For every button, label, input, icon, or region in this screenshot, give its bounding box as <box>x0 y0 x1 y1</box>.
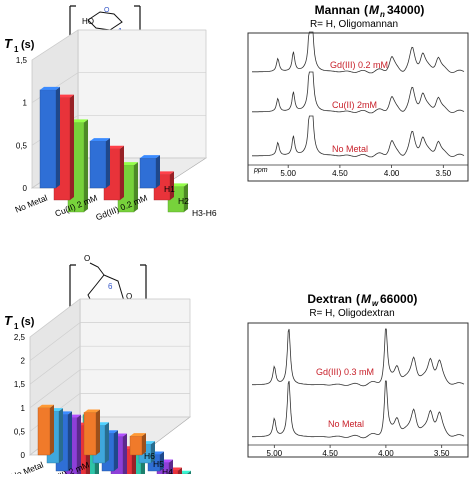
mannan-trace-label-gd: Gd(III) 0.2 mM <box>330 60 388 70</box>
dextran-title-num: 66000) <box>380 292 417 306</box>
x-tick-label: 4.00 <box>384 169 400 178</box>
y-tick-label: 1 <box>21 404 26 413</box>
structure-oh-label: HO <box>82 17 94 26</box>
structure-ring-atom: O <box>104 7 110 14</box>
chart2-ylabel-t: T <box>4 313 13 328</box>
mannan-title-num: 34000) <box>387 3 424 17</box>
dextran-nmr-svg: Dextran ( M w 66000) R= H, Oligodextran … <box>242 245 474 474</box>
y-tick-label: 2,5 <box>14 333 26 342</box>
bar-h6-0 <box>38 405 54 455</box>
y-tick-label: 0 <box>21 451 26 460</box>
y-tick-label: 1 <box>23 99 28 108</box>
mannan-nmr-panel: Mannan ( M n 34000) R= H, Oligomannan pp… <box>242 0 474 245</box>
mannan-trace-label-cu: Cu(II) 2mM <box>332 100 377 110</box>
structure-o-top: O <box>84 254 90 263</box>
x-tick-label: 5.00 <box>267 449 283 458</box>
chart2-ylabel-unit: (s) <box>21 316 35 328</box>
series-depth-label: H6 <box>144 451 155 461</box>
chart1-ylabel-sub: 1 <box>14 45 19 54</box>
mannan-title-main: Mannan <box>315 3 360 17</box>
x-tick-label: 3.50 <box>436 169 452 178</box>
chart2-ylabel-sub: 1 <box>14 322 19 331</box>
y-tick-label: 1,5 <box>16 56 28 65</box>
dextran-t1-bar-chart: O 6 RO OH O 1 n T 1 (s) 00,511,522,5No M… <box>0 245 240 474</box>
x-tick-label: 4.50 <box>322 449 338 458</box>
dextran-trace-label-nometal: No Metal <box>328 419 364 429</box>
series-depth-label: H1 <box>164 184 175 194</box>
category-label: No Metal <box>13 193 48 215</box>
mannan-subtitle: R= H, Oligomannan <box>310 19 398 30</box>
y-tick-label: 0,5 <box>14 427 26 436</box>
mannan-title-m: M <box>369 3 380 17</box>
series-depth-label: H2 <box>178 196 189 206</box>
dextran-nmr-panel: Dextran ( M w 66000) R= H, Oligodextran … <box>242 245 474 474</box>
dextran-title-m: M <box>361 292 372 306</box>
x-tick-label: 3.50 <box>434 449 450 458</box>
bar-h1-0 <box>40 87 60 188</box>
back-wall <box>80 299 190 417</box>
x-tick-label: 4.00 <box>378 449 394 458</box>
series-depth-label: H3-H6 <box>192 208 217 218</box>
y-tick-label: 2 <box>21 357 26 366</box>
mannan-nmr-svg: Mannan ( M n 34000) R= H, Oligomannan pp… <box>242 0 474 245</box>
dextran-t1-svg: O 6 RO OH O 1 n T 1 (s) 00,511,522,5No M… <box>0 245 240 474</box>
x-tick-label: 4.50 <box>332 169 348 178</box>
bar-h1-2 <box>140 155 160 188</box>
structure-six: 6 <box>108 282 113 291</box>
y-tick-label: 1,5 <box>14 380 26 389</box>
mannan-t1-bar-chart: HO O 1 n T 1 (s) 00,511,5No MetalCu(II) … <box>0 0 240 245</box>
mannan-ppm-label: ppm <box>253 167 268 174</box>
dextran-trace-label-gd: Gd(III) 0.3 mM <box>316 367 374 377</box>
category-label: No Metal <box>9 460 44 474</box>
mannan-t1-svg: HO O 1 n T 1 (s) 00,511,5No MetalCu(II) … <box>0 0 240 245</box>
y-tick-label: 0,5 <box>16 141 28 150</box>
dextran-title-sub: w <box>372 299 379 308</box>
y-tick-label: 0 <box>23 184 28 193</box>
chart1-ylabel-unit: (s) <box>21 39 35 51</box>
dextran-title-main: Dextran <box>307 292 352 306</box>
dextran-subtitle: R= H, Oligodextran <box>309 308 394 319</box>
dextran-title-paren: ( <box>356 292 360 306</box>
mannan-title-sub: n <box>380 10 385 19</box>
bar-h6-1 <box>84 410 100 455</box>
chart1-ylabel-t: T <box>4 36 13 51</box>
bar-h1-1 <box>90 138 110 188</box>
x-tick-label: 5.00 <box>280 169 296 178</box>
mannan-trace-label-nometal: No Metal <box>332 144 368 154</box>
dextran-nmr-frame <box>248 323 468 457</box>
mannan-title-paren: ( <box>364 3 368 17</box>
